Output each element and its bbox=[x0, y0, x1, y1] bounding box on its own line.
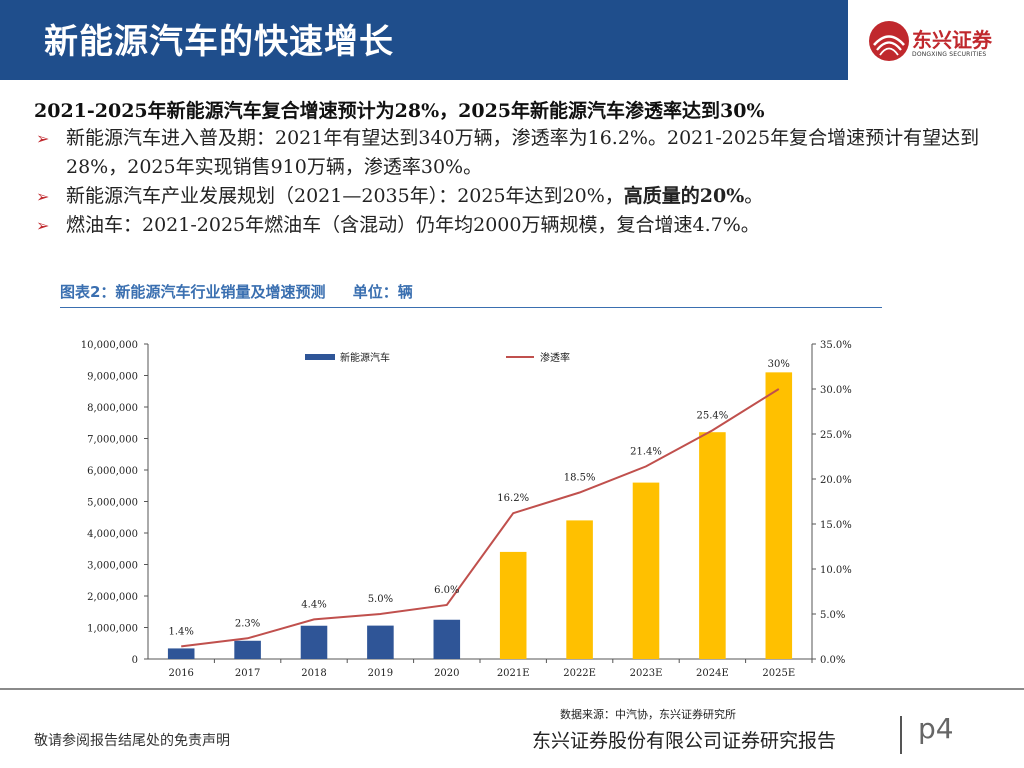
left-tick-label: 7,000,000 bbox=[87, 435, 138, 446]
footer-rule bbox=[0, 688, 1024, 690]
brand-logo-icon bbox=[869, 21, 909, 61]
x-tick-label: 2022E bbox=[563, 668, 596, 679]
penetration-data-label: 25.4% bbox=[697, 410, 729, 421]
x-tick-label: 2023E bbox=[630, 668, 663, 679]
x-tick-label: 2017 bbox=[235, 668, 260, 679]
right-tick-label: 20.0% bbox=[820, 475, 852, 486]
bullet-item: ➢ 燃油车：2021-2025年燃油车（含混动）仍年均2000万辆规模，复合增速4… bbox=[34, 211, 994, 240]
legend-bar-label: 新能源汽车 bbox=[340, 351, 390, 364]
bar-2021E bbox=[499, 551, 527, 659]
chart-rule bbox=[60, 307, 882, 308]
right-tick-label: 25.0% bbox=[820, 430, 852, 441]
bar-2022E bbox=[566, 520, 593, 659]
data-source: 数据来源：中汽协，东兴证券研究所 bbox=[560, 708, 736, 721]
left-tick-label: 6,000,000 bbox=[87, 466, 138, 477]
chart-caption: 图表2：新能源汽车行业销量及增速预测 单位：辆 bbox=[60, 281, 413, 302]
bullet-item: ➢ 新能源汽车进入普及期：2021年有望达到340万辆，渗透率为16.2%。202… bbox=[34, 124, 994, 182]
x-tick-label: 2020 bbox=[434, 668, 459, 679]
x-tick-label: 2018 bbox=[301, 668, 326, 679]
right-tick-label: 0.0% bbox=[820, 655, 845, 666]
chart-caption-title: 图表2：新能源汽车行业销量及增速预测 bbox=[60, 283, 326, 301]
left-tick-label: 1,000,000 bbox=[87, 624, 138, 635]
x-tick-label: 2024E bbox=[696, 668, 729, 679]
left-tick-label: 2,000,000 bbox=[87, 592, 138, 603]
x-tick-label: 2019 bbox=[368, 668, 393, 679]
bar-2023E bbox=[632, 482, 660, 659]
penetration-data-label: 30% bbox=[768, 359, 790, 370]
bullet-emphasis: 高质量的20% bbox=[623, 185, 745, 207]
left-tick-label: 3,000,000 bbox=[87, 561, 138, 572]
penetration-data-label: 4.4% bbox=[301, 599, 326, 610]
penetration-data-label: 2.3% bbox=[235, 618, 260, 629]
disclaimer: 敬请参阅报告结尾处的免责声明 bbox=[34, 733, 230, 749]
legend-bar-swatch bbox=[305, 354, 335, 360]
page-number: p4 bbox=[918, 712, 954, 745]
penetration-data-label: 18.5% bbox=[564, 473, 596, 484]
footer-divider bbox=[900, 716, 902, 754]
bullet-list: ➢ 新能源汽车进入普及期：2021年有望达到340万辆，渗透率为16.2%。202… bbox=[34, 124, 994, 240]
penetration-line bbox=[181, 388, 780, 648]
penetration-data-label: 16.2% bbox=[497, 493, 529, 504]
arrow-bullet-icon: ➢ bbox=[36, 187, 50, 206]
left-tick-label: 8,000,000 bbox=[87, 403, 138, 414]
bar-2025E bbox=[765, 372, 793, 659]
right-tick-label: 15.0% bbox=[820, 520, 852, 531]
left-tick-label: 10,000,000 bbox=[81, 340, 138, 351]
bar-2016 bbox=[167, 648, 195, 659]
page-title: 新能源汽车的快速增长 bbox=[44, 22, 394, 62]
left-tick-label: 5,000,000 bbox=[87, 498, 138, 509]
x-tick-label: 2025E bbox=[762, 668, 795, 679]
penetration-data-label: 21.4% bbox=[630, 446, 662, 457]
x-tick-label: 2021E bbox=[497, 668, 530, 679]
logo-name: 东兴证券 bbox=[912, 28, 992, 52]
logo-subtitle: DONGXING SECURITIES bbox=[912, 51, 987, 58]
penetration-data-label: 1.4% bbox=[168, 626, 193, 637]
right-tick-label: 35.0% bbox=[820, 340, 852, 351]
bar-2019 bbox=[367, 625, 394, 659]
bar-2020 bbox=[433, 619, 461, 659]
sales-chart: 0 1,000,000 2,000,000 3,000,000 4,000,000 5,0… bbox=[81, 340, 852, 679]
bullet-item: ➢ 新能源汽车产业发展规划（2021—2035年）：2025年达到20%，高质量的… bbox=[34, 182, 994, 211]
header-bar: 新能源汽车的快速增长 bbox=[0, 0, 848, 80]
arrow-bullet-icon: ➢ bbox=[36, 129, 50, 148]
x-tick-label: 2016 bbox=[168, 668, 193, 679]
arrow-bullet-icon: ➢ bbox=[36, 216, 50, 235]
left-tick-label: 9,000,000 bbox=[87, 372, 138, 383]
bar-2024E bbox=[699, 432, 726, 659]
headline: 2021-2025年新能源汽车复合增速预计为28%，2025年新能源汽车渗透率达… bbox=[34, 100, 765, 122]
penetration-data-label: 5.0% bbox=[368, 594, 393, 605]
bar-2018 bbox=[300, 625, 328, 659]
left-tick-label: 4,000,000 bbox=[87, 529, 138, 540]
legend-line-label: 渗透率 bbox=[540, 351, 570, 364]
left-tick-label: 0 bbox=[132, 655, 138, 666]
right-tick-label: 10.0% bbox=[820, 565, 852, 576]
chart-caption-unit: 单位：辆 bbox=[352, 283, 413, 301]
bar-2017 bbox=[234, 640, 261, 659]
right-tick-label: 30.0% bbox=[820, 385, 852, 396]
footer-brand: 东兴证券股份有限公司证券研究报告 bbox=[532, 730, 837, 752]
right-tick-label: 5.0% bbox=[820, 610, 845, 621]
penetration-data-label: 6.0% bbox=[434, 585, 459, 596]
